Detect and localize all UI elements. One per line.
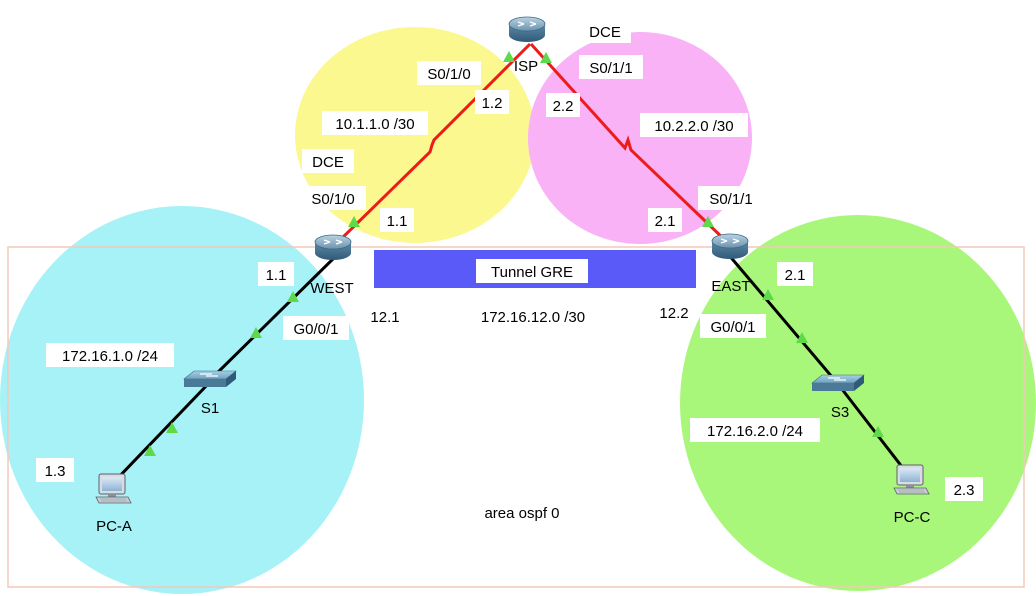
svg-text:172.16.12.0 /30: 172.16.12.0 /30 [481, 309, 585, 326]
svg-text:12.2: 12.2 [659, 305, 688, 322]
label-dce-isp: DCE [579, 19, 631, 43]
label-tunnel-west-ip: 12.1 [364, 304, 406, 328]
svg-text:1.1: 1.1 [266, 267, 287, 284]
device-label-isp: ISP [514, 58, 538, 75]
tunnel-label-group: Tunnel GRE [476, 259, 588, 283]
label-net-east-lan: 172.16.2.0 /24 [690, 418, 820, 442]
router-icon [508, 16, 546, 43]
device-pca[interactable]: PC-A [95, 473, 132, 535]
label-isp-west-ip: 1.2 [475, 90, 509, 114]
svg-text:1.2: 1.2 [482, 95, 503, 112]
device-s3[interactable]: S3 [811, 374, 865, 421]
label-west-serial-ip: 1.1 [380, 208, 414, 232]
label-east-s011: S0/1/1 [698, 186, 764, 210]
label-east-lan-ip: 2.1 [777, 262, 813, 286]
svg-text:2.3: 2.3 [954, 482, 975, 499]
device-label-s3: S3 [831, 404, 849, 421]
svg-text:S0/1/1: S0/1/1 [709, 191, 752, 208]
label-isp-east-ip: 2.2 [546, 93, 580, 117]
east-lan-zone [680, 215, 1036, 591]
svg-text:S0/1/0: S0/1/0 [427, 66, 470, 83]
svg-text:172.16.2.0 /24: 172.16.2.0 /24 [707, 423, 803, 440]
svg-text:S0/1/1: S0/1/1 [589, 60, 632, 77]
svg-text:12.1: 12.1 [370, 309, 399, 326]
serial-link-isp-east [529, 42, 728, 243]
ethernet-link-west-s1 [208, 252, 340, 382]
label-pcc-ip: 2.3 [945, 477, 983, 501]
router-icon [711, 233, 749, 260]
svg-text:172.16.1.0 /24: 172.16.1.0 /24 [62, 348, 158, 365]
label-tunnel-east-ip: 12.2 [653, 300, 695, 324]
tunnel-label: Tunnel GRE [491, 264, 573, 281]
svg-text:1.1: 1.1 [387, 213, 408, 230]
ethernet-link-east-s3 [726, 253, 840, 385]
label-layer: DCE S0/1/0 S0/1/1 1.2 2.2 10.1.1.0 /30 1… [36, 19, 983, 522]
label-east-g001: G0/0/1 [700, 314, 766, 338]
svg-text:G0/0/1: G0/0/1 [293, 321, 338, 338]
svg-text:1.3: 1.3 [45, 463, 66, 480]
label-west-s010: S0/1/0 [300, 186, 366, 210]
label-west-lan-ip: 1.1 [258, 262, 294, 286]
label-dce-west: DCE [302, 149, 354, 173]
svg-text:DCE: DCE [589, 24, 621, 41]
west-lan-zone [0, 206, 364, 594]
svg-text:2.2: 2.2 [553, 98, 574, 115]
label-pca-ip: 1.3 [36, 458, 74, 482]
label-net-west-lan: 172.16.1.0 /24 [46, 343, 174, 367]
device-s1[interactable]: S1 [183, 370, 237, 417]
label-isp-s011: S0/1/1 [579, 55, 643, 79]
label-net-isp-west: 10.1.1.0 /30 [322, 111, 428, 135]
label-net-isp-east: 10.2.2.0 /30 [640, 113, 748, 137]
serial-link-west-isp [336, 42, 532, 244]
label-tunnel-net: 172.16.12.0 /30 [462, 304, 604, 328]
label-area: area ospf 0 [484, 505, 559, 522]
device-label-west: WEST [310, 280, 353, 297]
svg-text:DCE: DCE [312, 154, 344, 171]
ospf-area-boundary [7, 246, 1025, 588]
device-label-pcc: PC-C [894, 509, 931, 526]
device-label-pca: PC-A [96, 518, 132, 535]
label-east-serial-ip: 2.1 [648, 208, 682, 232]
ethernet-link-s3-pcc [836, 383, 908, 473]
label-west-g001: G0/0/1 [283, 316, 349, 340]
svg-text:10.2.2.0 /30: 10.2.2.0 /30 [654, 118, 733, 135]
link-layer [112, 42, 908, 484]
svg-text:2.1: 2.1 [655, 213, 676, 230]
svg-text:10.1.1.0 /30: 10.1.1.0 /30 [335, 116, 414, 133]
device-label-east: EAST [711, 278, 750, 295]
switch-icon [183, 370, 237, 388]
svg-text:G0/0/1: G0/0/1 [710, 319, 755, 336]
switch-icon [811, 374, 865, 392]
ethernet-link-s1-pca [112, 380, 212, 484]
device-label-s1: S1 [201, 400, 219, 417]
device-east[interactable]: EAST [711, 233, 751, 295]
device-pcc[interactable]: PC-C [893, 464, 931, 526]
device-isp[interactable]: ISP [508, 16, 546, 75]
isp-east-zone [528, 32, 752, 244]
router-icon [314, 234, 352, 261]
label-isp-s010: S0/1/0 [417, 61, 481, 85]
svg-text:2.1: 2.1 [785, 267, 806, 284]
svg-text:S0/1/0: S0/1/0 [311, 191, 354, 208]
device-west[interactable]: WEST [310, 234, 354, 297]
